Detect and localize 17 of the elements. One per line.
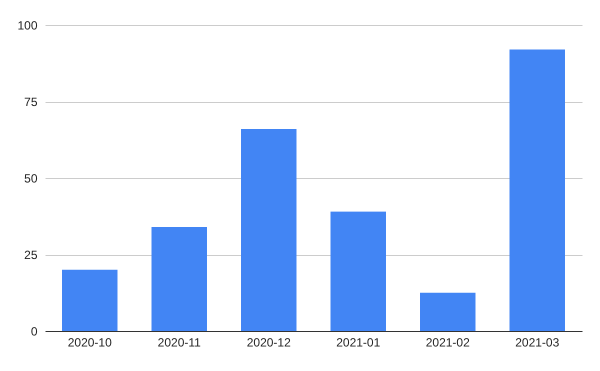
x-tick-label: 2021-03: [515, 336, 560, 350]
x-tick-label: 2021-02: [426, 336, 470, 350]
bar: [152, 226, 207, 331]
y-tick-label: 50: [24, 172, 38, 186]
y-tick-label: 0: [30, 324, 38, 338]
x-tick-label: 2020-10: [68, 336, 112, 350]
y-tick-label: 100: [17, 18, 38, 32]
bar: [420, 292, 476, 331]
y-tick-label: 75: [24, 95, 38, 109]
bar: [241, 129, 296, 331]
x-tick-label: 2021-01: [336, 336, 381, 350]
bar: [62, 270, 118, 331]
x-tick-label: 2020-12: [246, 336, 292, 350]
x-tick-label: 2020-11: [158, 336, 202, 350]
y-tick-label: 25: [24, 248, 38, 262]
bar: [510, 49, 565, 331]
bar: [330, 212, 386, 331]
